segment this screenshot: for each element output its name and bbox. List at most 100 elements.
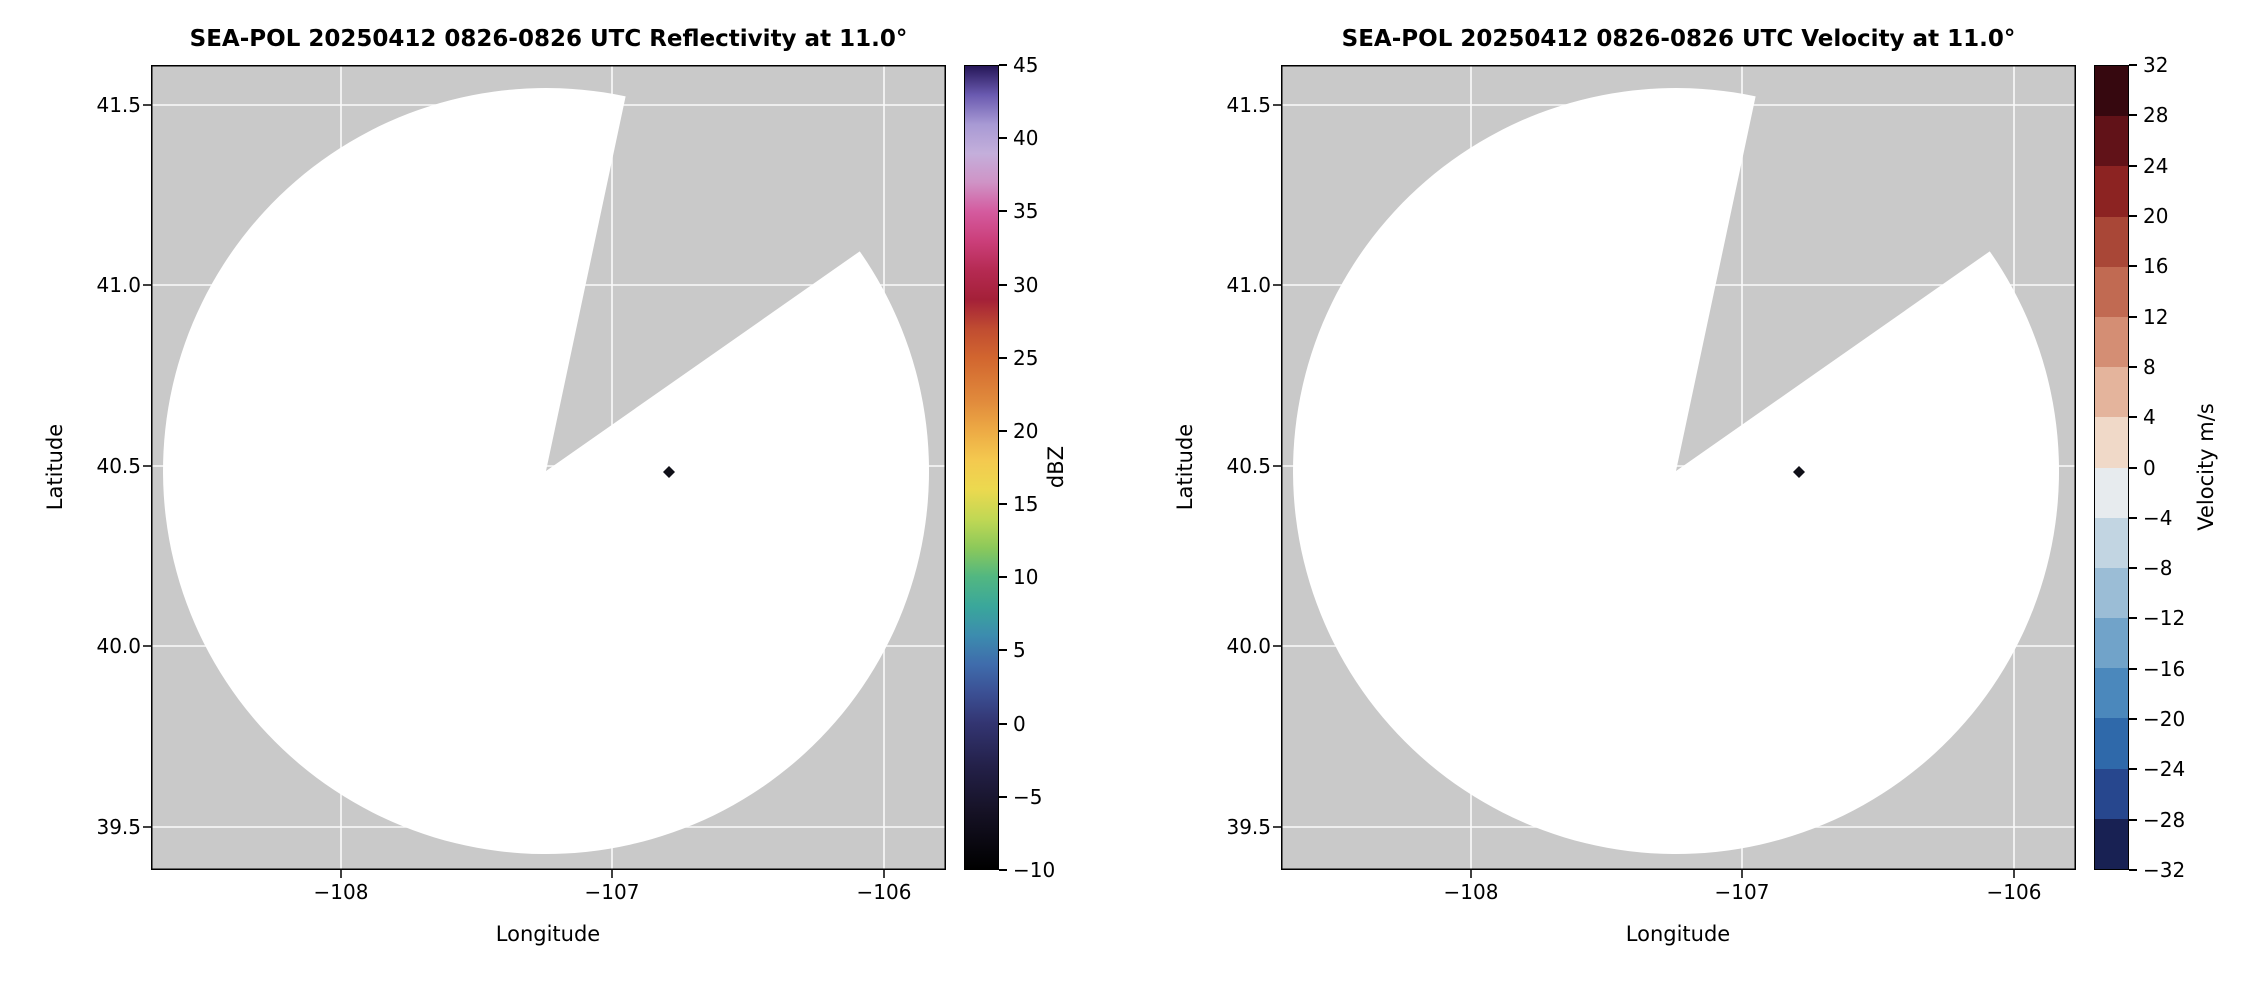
- y-tick-label: 40.0: [96, 634, 141, 658]
- tick-mark: [2129, 718, 2137, 721]
- x-tick-label: −107: [584, 880, 640, 904]
- y-tick-label: 40.5: [96, 454, 141, 478]
- colorbar-tick-label: −24: [2143, 757, 2186, 782]
- colorbar-tick-label: 4: [2143, 405, 2156, 430]
- tick-mark: [2129, 567, 2137, 570]
- tick-mark: [2129, 114, 2137, 117]
- velocity-colorbar-label: Velocity m/s: [2194, 403, 2218, 531]
- tick-mark: [999, 210, 1007, 213]
- colorbar-tick-label: 0: [1013, 711, 1026, 736]
- colorbar-segment: [2095, 216, 2128, 267]
- colorbar-tick-label: 10: [1013, 565, 1039, 590]
- x-axis-label: Longitude: [1625, 922, 1731, 946]
- tick-mark: [2129, 617, 2137, 620]
- colorbar-tick-label: −10: [1013, 858, 1056, 882]
- colorbar-tick-label: 32: [2143, 53, 2169, 77]
- tick-mark: [999, 722, 1007, 725]
- tick-mark: [999, 283, 1007, 286]
- tick-mark: [2129, 365, 2137, 368]
- y-axis-label: Latitude: [1173, 423, 1197, 511]
- colorbar-tick-label: −12: [2143, 606, 2186, 631]
- y-tick-label: 41.5: [1226, 93, 1271, 117]
- colorbar-tick-label: −8: [2143, 556, 2173, 581]
- colorbar-segment: [2095, 618, 2128, 669]
- reflectivity-colorbar: [964, 65, 999, 870]
- velocity-plot-title: SEA-POL 20250412 0826-0826 UTC Velocity …: [1341, 26, 2016, 52]
- plot-frame: [151, 65, 946, 870]
- plot-frame: [1281, 65, 2076, 870]
- colorbar-segment: [2095, 467, 2128, 518]
- tick-mark: [2129, 164, 2137, 167]
- tick-mark: [2129, 869, 2137, 871]
- colorbar-segment: [2095, 66, 2128, 117]
- tick-mark: [999, 869, 1007, 871]
- y-tick-label: 40.5: [1226, 454, 1271, 478]
- echo-dot: [1793, 466, 1805, 478]
- tick-mark: [2129, 818, 2137, 821]
- colorbar-tick-label: −5: [1013, 784, 1043, 809]
- colorbar-segment: [2095, 166, 2128, 217]
- colorbar-segment: [2095, 367, 2128, 418]
- colorbar-tick-label: 8: [2143, 354, 2156, 379]
- tick-mark: [999, 356, 1007, 359]
- x-tick-label: −108: [1443, 880, 1499, 904]
- tick-mark: [2129, 214, 2137, 217]
- y-tick-label: 39.5: [1226, 815, 1271, 839]
- radar-coverage-area: [163, 88, 930, 855]
- velocity-colorbar: [2094, 65, 2129, 870]
- y-tick-label: 39.5: [96, 815, 141, 839]
- tick-mark: [2129, 265, 2137, 268]
- reflectivity-colorbar-gradient: [965, 66, 998, 869]
- velocity-colorbar-segments: [2095, 66, 2128, 869]
- x-tick-label: −106: [856, 880, 912, 904]
- tick-mark: [2129, 315, 2137, 318]
- tick-mark: [2129, 64, 2137, 66]
- colorbar-tick-label: −4: [2143, 505, 2173, 530]
- colorbar-tick-label: 25: [1013, 345, 1039, 370]
- y-tick-label: 41.0: [96, 273, 141, 297]
- tick-mark: [999, 137, 1007, 140]
- echo-dot: [663, 466, 675, 478]
- y-axis-label: Latitude: [43, 423, 67, 511]
- y-tick-label: 41.0: [1226, 273, 1271, 297]
- y-tick-label: 40.0: [1226, 634, 1271, 658]
- velocity-plot: [1273, 65, 2076, 878]
- colorbar-tick-label: 24: [2143, 153, 2169, 178]
- colorbar-tick-label: 35: [1013, 199, 1039, 224]
- colorbar-segment: [2095, 116, 2128, 167]
- colorbar-segment: [2095, 417, 2128, 468]
- colorbar-segment: [2095, 517, 2128, 568]
- colorbar-tick-label: 20: [1013, 418, 1039, 443]
- colorbar-tick-label: −32: [2143, 858, 2186, 882]
- colorbar-tick-label: 15: [1013, 492, 1039, 517]
- tick-mark: [999, 795, 1007, 798]
- colorbar-segment: [2095, 768, 2128, 819]
- tick-mark: [999, 576, 1007, 579]
- x-tick-label: −106: [1986, 880, 2042, 904]
- x-tick-label: −107: [1714, 880, 1770, 904]
- x-tick-label: −108: [313, 880, 369, 904]
- reflectivity-plot-title: SEA-POL 20250412 0826-0826 UTC Reflectiv…: [189, 26, 908, 52]
- colorbar-segment: [2095, 266, 2128, 317]
- colorbar-tick-label: 40: [1013, 126, 1039, 151]
- colorbar-segment: [2095, 668, 2128, 719]
- tick-mark: [999, 64, 1007, 66]
- colorbar-segment: [2095, 718, 2128, 769]
- tick-mark: [2129, 416, 2137, 419]
- colorbar-tick-label: 45: [1013, 53, 1039, 77]
- colorbar-tick-label: 0: [2143, 455, 2156, 480]
- colorbar-tick-label: 28: [2143, 103, 2169, 128]
- colorbar-tick-label: 5: [1013, 638, 1026, 663]
- reflectivity-colorbar-label: dBZ: [1044, 445, 1068, 489]
- tick-mark: [999, 649, 1007, 652]
- colorbar-tick-label: 16: [2143, 254, 2169, 279]
- tick-mark: [2129, 768, 2137, 771]
- x-axis-label: Longitude: [495, 922, 601, 946]
- colorbar-tick-label: −28: [2143, 807, 2186, 832]
- colorbar-segment: [2095, 818, 2128, 869]
- y-tick-label: 41.5: [96, 93, 141, 117]
- reflectivity-plot: [143, 65, 946, 878]
- axis-tick-marks: [143, 104, 885, 878]
- colorbar-tick-label: 20: [2143, 203, 2169, 228]
